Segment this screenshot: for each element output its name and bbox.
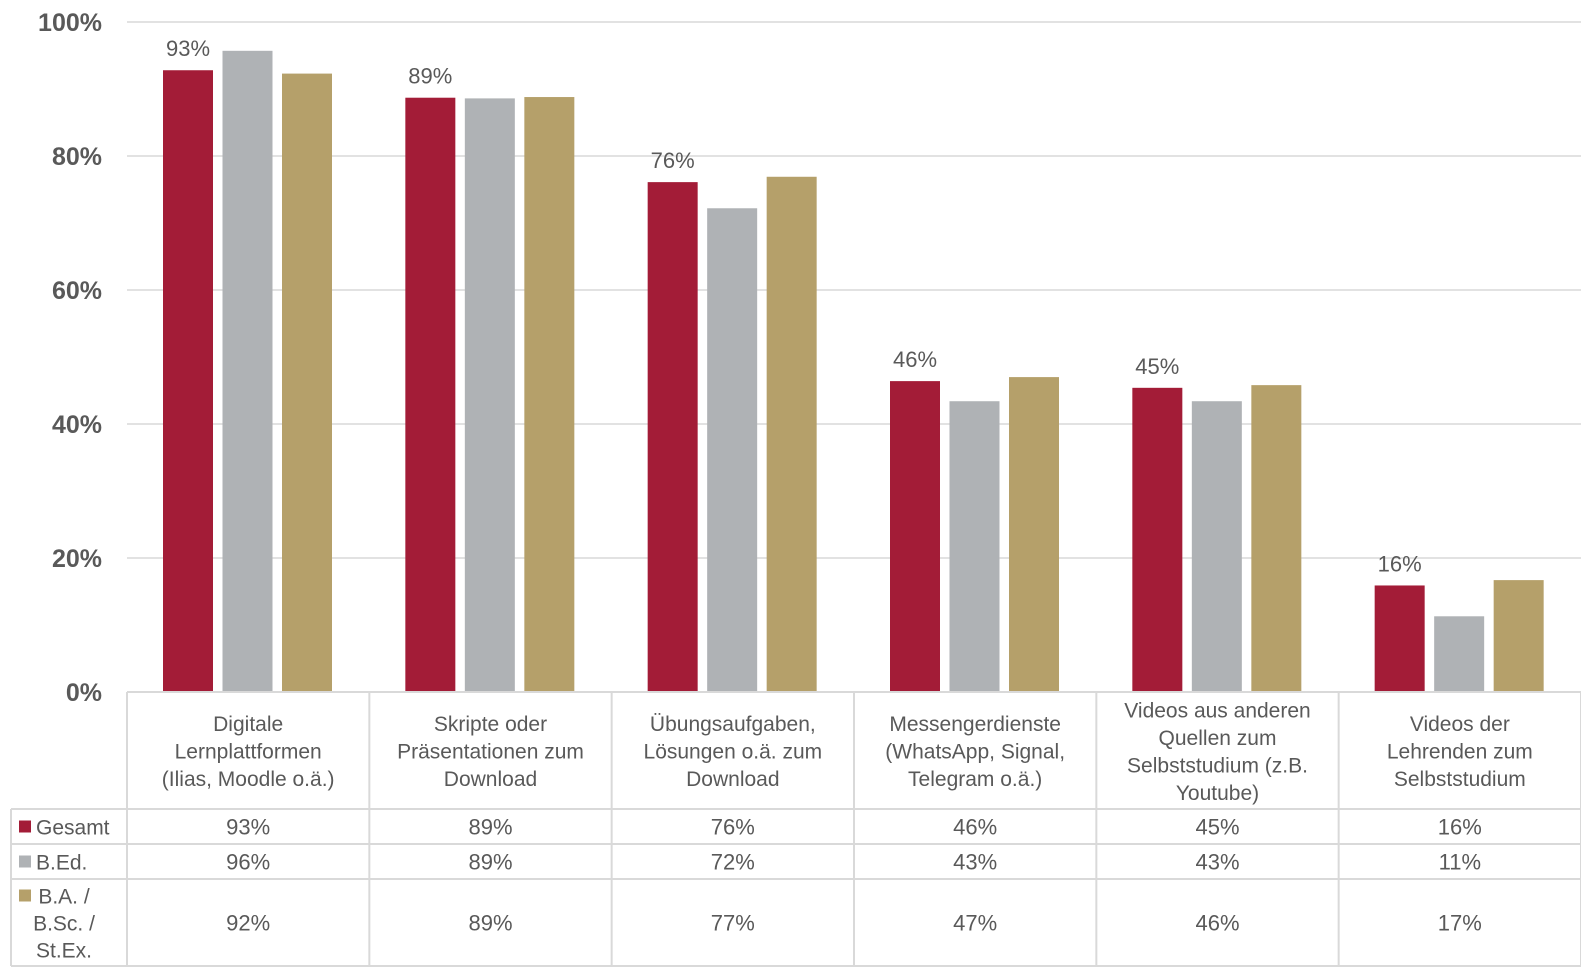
- table-cell: 16%: [1438, 815, 1482, 840]
- category-label: Lösungen o.ä. zum: [644, 741, 823, 764]
- category-label: Messengerdienste: [889, 713, 1061, 736]
- bar-bed: [222, 50, 273, 693]
- category-label: Videos der: [1410, 713, 1510, 736]
- legend-label: St.Ex.: [36, 940, 92, 963]
- category-label: Lehrenden zum: [1387, 741, 1533, 764]
- category-label: Quellen zum: [1159, 727, 1277, 750]
- table-cell: 43%: [953, 850, 997, 875]
- legend-swatch: [19, 889, 31, 902]
- y-axis: 0% 20% 40% 60% 80% 100%: [38, 9, 102, 707]
- bar-ba: [1009, 377, 1059, 692]
- bar-gesamt: [163, 70, 213, 693]
- table-cell: 77%: [711, 911, 755, 936]
- y-tick-label: 40%: [52, 411, 102, 439]
- bar-bed: [949, 401, 1000, 692]
- table-cell: 72%: [711, 850, 755, 875]
- y-tick-label: 0%: [66, 679, 102, 707]
- y-tick-label: 80%: [52, 143, 102, 171]
- legend-label: B.A. /: [38, 886, 90, 909]
- category-label: (Ilias, Moodle o.ä.): [162, 768, 335, 791]
- gridlines: [127, 21, 1581, 559]
- category-label: Übungsaufgaben,: [650, 713, 816, 736]
- category-label: Selbststudium (z.B.: [1127, 754, 1308, 777]
- category-label: Download: [686, 768, 779, 791]
- data-label: 76%: [651, 148, 695, 173]
- data-label: 46%: [893, 347, 937, 372]
- bar-ba: [1493, 580, 1544, 692]
- category-label: (WhatsApp, Signal,: [885, 741, 1065, 764]
- bar-gesamt: [1132, 387, 1183, 692]
- bar-bed: [707, 208, 758, 692]
- category-label: Youtube): [1176, 782, 1259, 805]
- data-label: 16%: [1378, 551, 1422, 576]
- data-label: 93%: [166, 36, 210, 61]
- legend-label: B.Ed.: [36, 852, 87, 875]
- table-cell: 46%: [1195, 911, 1239, 936]
- legend-label: B.Sc. /: [33, 913, 95, 936]
- legend-swatch: [19, 820, 31, 833]
- table-cell: 11%: [1439, 850, 1481, 875]
- y-tick-label: 60%: [52, 277, 102, 305]
- bar-gesamt: [890, 381, 940, 692]
- y-tick-label: 20%: [52, 545, 102, 573]
- table-cell: 89%: [468, 850, 512, 875]
- legend-swatch: [19, 855, 31, 868]
- category-label: Videos aus anderen: [1124, 699, 1310, 722]
- category-label: Präsentationen zum: [397, 741, 584, 764]
- bar-ba: [524, 97, 575, 693]
- table-cell: 47%: [953, 911, 997, 936]
- table-cell: 76%: [711, 815, 755, 840]
- y-tick-label: 100%: [38, 9, 102, 37]
- category-label: Telegram o.ä.): [908, 768, 1042, 791]
- bar-ba: [766, 176, 817, 692]
- table-cell: 89%: [468, 911, 512, 936]
- table-cell: 17%: [1438, 911, 1482, 936]
- table-cell: 92%: [226, 911, 270, 936]
- table-cell: 46%: [953, 815, 997, 840]
- bar-bed: [464, 98, 515, 692]
- category-label: Skripte oder: [434, 713, 547, 736]
- bars: [163, 50, 1544, 693]
- table-cell: 43%: [1195, 850, 1239, 875]
- table-cell: 89%: [468, 815, 512, 840]
- bar-gesamt: [405, 97, 456, 692]
- bar-bed: [1434, 616, 1485, 692]
- category-label: Digitale: [213, 713, 283, 736]
- table-cell: 45%: [1195, 815, 1239, 840]
- category-label: Selbststudium: [1394, 768, 1526, 791]
- legend-label: Gesamt: [36, 817, 110, 840]
- data-table: Digitale Lernplattformen (Ilias, Moodle o.…: [10, 691, 1581, 967]
- table-cell: 93%: [226, 815, 270, 840]
- bar-gesamt: [1374, 585, 1425, 692]
- data-label: 45%: [1135, 354, 1179, 379]
- bar-gesamt: [647, 182, 698, 692]
- table-cell: 96%: [226, 850, 270, 875]
- bar-bed: [1191, 401, 1242, 692]
- category-label: Lernplattformen: [175, 741, 322, 764]
- bar-ba: [282, 73, 332, 693]
- category-label: Download: [444, 768, 537, 791]
- data-label: 89%: [408, 64, 452, 89]
- bar-ba: [1251, 385, 1302, 692]
- data-labels: 93% 89% 76% 46% 45% 16%: [166, 36, 1422, 576]
